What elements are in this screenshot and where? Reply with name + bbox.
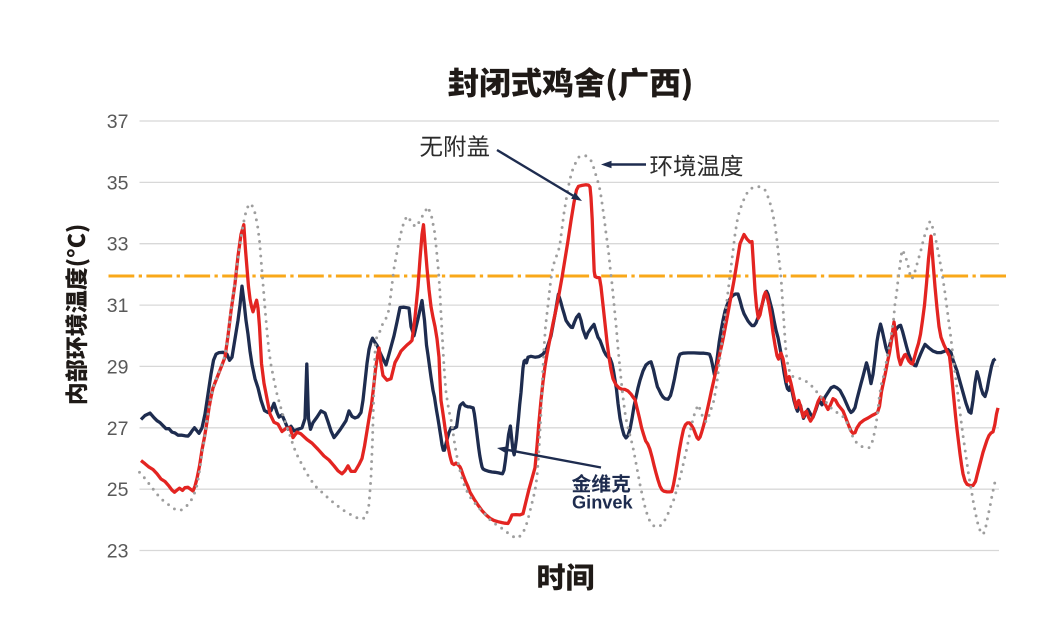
svg-text:37: 37 bbox=[107, 111, 129, 133]
svg-text:25: 25 bbox=[107, 479, 129, 501]
svg-text:Ginvek: Ginvek bbox=[572, 493, 634, 513]
svg-text:31: 31 bbox=[107, 295, 129, 317]
svg-text:29: 29 bbox=[107, 356, 129, 378]
svg-text:33: 33 bbox=[107, 234, 129, 256]
svg-text:27: 27 bbox=[107, 418, 129, 440]
svg-text:35: 35 bbox=[107, 172, 129, 194]
svg-text:23: 23 bbox=[107, 541, 129, 563]
